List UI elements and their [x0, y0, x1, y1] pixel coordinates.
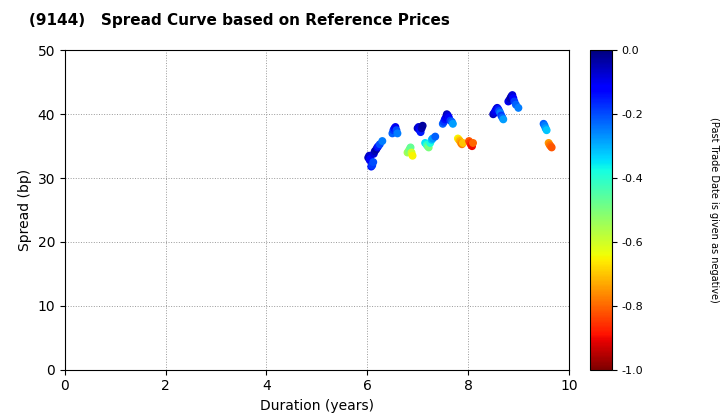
Point	[423, 144, 434, 151]
Point	[426, 136, 438, 143]
Point	[374, 141, 386, 147]
Point	[441, 111, 453, 118]
Point	[362, 154, 374, 161]
Point	[402, 149, 413, 156]
Point	[442, 112, 454, 119]
Point	[445, 117, 456, 124]
Point	[412, 125, 423, 131]
Point	[492, 106, 504, 113]
Point	[505, 95, 516, 102]
Point	[513, 105, 524, 111]
Point	[404, 146, 415, 153]
Point	[414, 127, 426, 134]
Point	[372, 143, 384, 150]
Point	[417, 122, 428, 129]
Point	[495, 110, 506, 116]
Point	[413, 123, 424, 130]
Point	[538, 121, 549, 127]
Point	[425, 139, 436, 146]
Point	[364, 157, 376, 163]
Point	[544, 142, 555, 148]
Point	[446, 118, 458, 125]
Point	[402, 148, 414, 155]
Point	[503, 97, 515, 104]
Point	[438, 118, 449, 125]
Point	[540, 125, 552, 131]
Point	[495, 112, 507, 119]
Point	[372, 144, 383, 151]
Point	[440, 114, 451, 121]
Point	[467, 143, 478, 150]
Point	[456, 141, 468, 147]
Point	[490, 106, 502, 113]
Point	[455, 139, 467, 146]
Point	[487, 111, 499, 118]
Point	[493, 108, 505, 114]
Point	[367, 159, 379, 165]
Point	[406, 149, 418, 156]
Point	[366, 163, 377, 170]
Point	[392, 130, 403, 137]
Point	[490, 108, 501, 114]
Y-axis label: Spread (bp): Spread (bp)	[18, 169, 32, 251]
Point	[452, 135, 464, 142]
Point	[371, 146, 382, 153]
Point	[416, 125, 428, 131]
Point	[437, 121, 449, 127]
Point	[464, 139, 476, 146]
Point	[492, 105, 503, 111]
Point	[453, 136, 464, 143]
Point	[419, 139, 431, 146]
Point	[488, 110, 500, 116]
Point	[543, 139, 554, 146]
Point	[390, 123, 401, 130]
Point	[387, 130, 398, 137]
Point	[454, 138, 466, 144]
Y-axis label: Time in years between 8/16/2024 and Trade Date
(Past Trade Date is given as nega: Time in years between 8/16/2024 and Trad…	[709, 89, 720, 331]
Point	[546, 144, 557, 151]
Point	[391, 127, 402, 134]
Point	[366, 162, 378, 169]
Point	[439, 116, 451, 123]
Point	[498, 116, 509, 123]
Point	[368, 150, 379, 157]
X-axis label: Duration (years): Duration (years)	[260, 399, 374, 413]
Point	[463, 138, 474, 144]
Point	[497, 114, 508, 121]
Point	[545, 143, 557, 150]
Point	[541, 127, 552, 134]
Point	[422, 143, 433, 150]
Text: (9144)   Spread Curve based on Reference Prices: (9144) Spread Curve based on Reference P…	[29, 13, 450, 28]
Point	[467, 139, 479, 146]
Point	[507, 92, 518, 98]
Point	[465, 142, 477, 148]
Point	[508, 95, 519, 102]
Point	[539, 122, 550, 129]
Point	[389, 125, 400, 131]
Point	[505, 93, 517, 100]
Point	[503, 98, 514, 105]
Point	[405, 144, 416, 151]
Point	[369, 148, 381, 155]
Point	[447, 121, 459, 127]
Point	[415, 129, 426, 136]
Point	[364, 152, 375, 159]
Point	[421, 142, 433, 148]
Point	[457, 139, 469, 146]
Point	[443, 114, 454, 121]
Point	[508, 98, 520, 105]
Point	[510, 101, 521, 108]
Point	[429, 133, 441, 140]
Point	[407, 152, 418, 159]
Point	[387, 127, 399, 134]
Point	[377, 138, 388, 144]
Point	[364, 155, 376, 162]
Point	[427, 135, 438, 142]
